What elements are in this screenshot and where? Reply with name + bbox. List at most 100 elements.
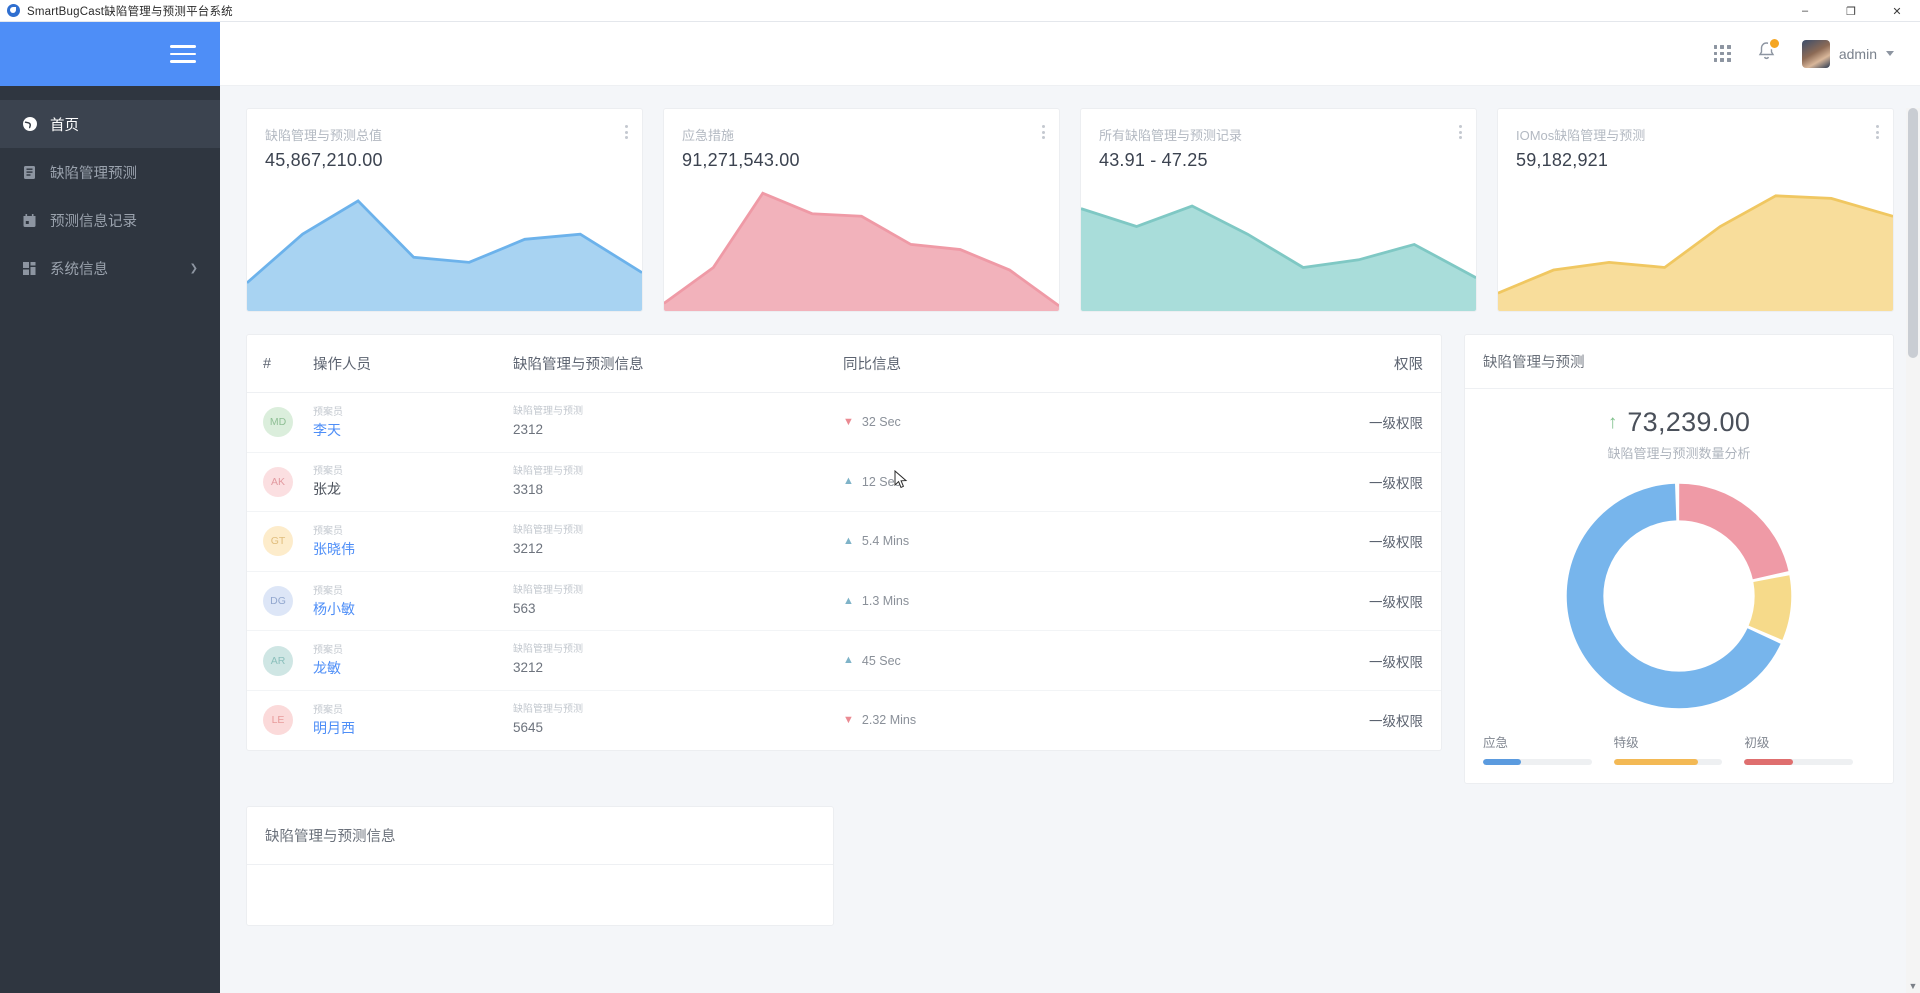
th-compare: 同比信息 (833, 335, 1163, 393)
cell-compare: ▲ 45 Sec (833, 630, 1163, 691)
legend-fill (1483, 759, 1522, 765)
stat-cards-row: 缺陷管理与预测总值 45,867,210.00 应急措施 91,271,543.… (246, 108, 1894, 312)
scrollbar-thumb[interactable] (1908, 108, 1918, 358)
minimize-button[interactable]: – (1801, 5, 1809, 17)
operator-role: 预案员 (313, 704, 343, 716)
th-permission: 权限 (1163, 335, 1441, 393)
stat-card-total: 缺陷管理与预测总值 45,867,210.00 (246, 108, 643, 312)
operator-role: 预案员 (313, 645, 343, 657)
card-options-icon[interactable] (1459, 125, 1462, 140)
chevron-down-icon (1886, 51, 1894, 56)
donut-chart (1483, 472, 1875, 720)
arrow-up-icon: ↑ (1607, 412, 1618, 433)
sidebar-item-defect-prediction[interactable]: 缺陷管理预测 (0, 148, 220, 196)
operator-role: 预案员 (313, 585, 343, 597)
info-value: 5645 (513, 719, 544, 735)
page-scrollbar[interactable]: ▼ (1906, 108, 1920, 993)
arrow-up-icon: ▲ (843, 654, 854, 667)
info-value: 563 (513, 600, 536, 616)
sparkline-chart (1081, 204, 1476, 311)
info-label: 缺陷管理与预测 (513, 584, 583, 596)
operator-name[interactable]: 张晓伟 (313, 540, 355, 557)
trend-value: 45 Sec (861, 653, 901, 668)
table-row[interactable]: AR 预案员 龙敏 缺陷管理与预测 3212 (247, 630, 1441, 691)
cell-avatar: GT (247, 511, 303, 572)
operator-name[interactable]: 龙敏 (313, 660, 341, 677)
sidebar-item-system-info[interactable]: 系统信息 ❯ (0, 244, 220, 292)
table-row[interactable]: DG 预案员 杨小敏 缺陷管理与预测 563 (247, 571, 1441, 632)
cell-info: 缺陷管理与预测 3212 (503, 511, 833, 572)
maximize-button[interactable]: ❐ (1846, 5, 1856, 18)
cell-permission: 一级权限 (1163, 452, 1441, 513)
legend-fill (1744, 759, 1794, 765)
cell-permission: 一级权限 (1163, 630, 1441, 691)
window-titlebar: SmartBugCast缺陷管理与预测平台系统 – ❐ ✕ (0, 0, 1920, 22)
table-row[interactable]: AK 预案员 张龙 缺陷管理与预测 3318 (247, 452, 1441, 513)
bottom-info-card: 缺陷管理与预测信息 (246, 806, 834, 926)
cell-compare: ▼ 32 Sec (833, 392, 1163, 453)
legend-fill (1613, 759, 1699, 765)
close-button[interactable]: ✕ (1892, 5, 1902, 18)
arrow-up-icon: ▲ (843, 534, 854, 547)
main-area: admin 缺陷管理与预测总值 45,867,210.00 (220, 22, 1920, 993)
operator-role: 预案员 (313, 525, 343, 537)
hamburger-menu-icon[interactable] (170, 45, 196, 63)
donut-slice-emergency (1566, 483, 1792, 709)
stat-card-title: IOMos缺陷管理与预测 (1516, 128, 1646, 143)
operators-table-card: # 操作人员 缺陷管理与预测信息 同比信息 权限 MD (246, 334, 1442, 751)
arrow-down-icon: ▼ (843, 415, 854, 428)
card-options-icon[interactable] (1876, 125, 1879, 140)
initials-badge: AR (263, 645, 293, 676)
operator-name[interactable]: 李天 (313, 421, 341, 438)
cell-permission: 一级权限 (1163, 571, 1441, 632)
stat-card-iomos: IOMos缺陷管理与预测 59,182,921 (1497, 108, 1894, 312)
legend-label: 特级 (1613, 736, 1639, 750)
cell-operator: 预案员 张龙 (303, 452, 503, 513)
app-root: 首页 缺陷管理预测 预测信息记录 系统信息 ❯ (0, 22, 1920, 993)
legend-label: 初级 (1744, 736, 1770, 750)
sparkline-chart (664, 191, 1059, 311)
arrow-up-icon: ▲ (843, 475, 854, 488)
operator-name[interactable]: 张龙 (313, 481, 341, 498)
trend-value: 32 Sec (861, 415, 901, 430)
avatar (1801, 39, 1830, 68)
stat-card-emergency: 应急措施 91,271,543.00 (663, 108, 1060, 312)
card-options-icon[interactable] (625, 125, 628, 140)
user-menu[interactable]: admin (1801, 39, 1894, 68)
table-row[interactable]: LE 预案员 明月西 缺陷管理与预测 5645 (247, 690, 1441, 749)
cell-avatar: DG (247, 571, 303, 632)
sidebar-item-home[interactable]: 首页 (0, 100, 220, 148)
apps-grid-icon[interactable] (1713, 44, 1731, 63)
info-value: 3318 (513, 481, 544, 497)
info-label: 缺陷管理与预测 (513, 525, 583, 537)
kpi-value: 73,239.00 (1627, 407, 1751, 437)
initials-badge: MD (263, 407, 293, 438)
sparkline-chart (1498, 194, 1893, 311)
table-row[interactable]: GT 预案员 张晓伟 缺陷管理与预测 3212 (247, 511, 1441, 572)
stat-card-all-records: 所有缺陷管理与预测记录 43.91 - 47.25 (1080, 108, 1477, 312)
operator-name[interactable]: 杨小敏 (313, 600, 355, 617)
bottom-card-title: 缺陷管理与预测信息 (247, 807, 833, 865)
cell-compare: ▲ 1.3 Mins (833, 571, 1163, 632)
operators-table: # 操作人员 缺陷管理与预测信息 同比信息 权限 MD (247, 335, 1441, 750)
notification-bell-icon[interactable] (1757, 37, 1781, 66)
sidebar-item-prediction-records[interactable]: 预测信息记录 (0, 196, 220, 244)
cell-info: 缺陷管理与预测 3318 (503, 452, 833, 513)
trend-value: 5.4 Mins (861, 534, 910, 549)
grid-blocks-icon (22, 261, 50, 276)
scroll-down-arrow-icon[interactable]: ▼ (1908, 981, 1918, 991)
donut-chart-card: 缺陷管理与预测 ↑ 73,239.00 缺陷管理与预测数量分析 (1464, 334, 1894, 784)
trend-value: 2.32 Mins (861, 713, 917, 728)
info-label: 缺陷管理与预测 (513, 644, 583, 656)
card-options-icon[interactable] (1042, 125, 1045, 140)
operator-name[interactable]: 明月西 (313, 719, 355, 736)
initials-badge: GT (263, 526, 293, 557)
table-body: MD 预案员 李天 缺陷管理与预测 2312 (247, 392, 1441, 750)
table-row[interactable]: MD 预案员 李天 缺陷管理与预测 2312 (247, 392, 1441, 453)
legend-item-emergency: 应急 (1483, 732, 1614, 765)
legend-track (1483, 759, 1592, 765)
window-title: SmartBugCast缺陷管理与预测平台系统 (27, 5, 233, 18)
initials-badge: AK (263, 466, 293, 497)
user-name-label: admin (1838, 45, 1877, 62)
cell-compare: ▲ 12 Sec (833, 452, 1163, 513)
